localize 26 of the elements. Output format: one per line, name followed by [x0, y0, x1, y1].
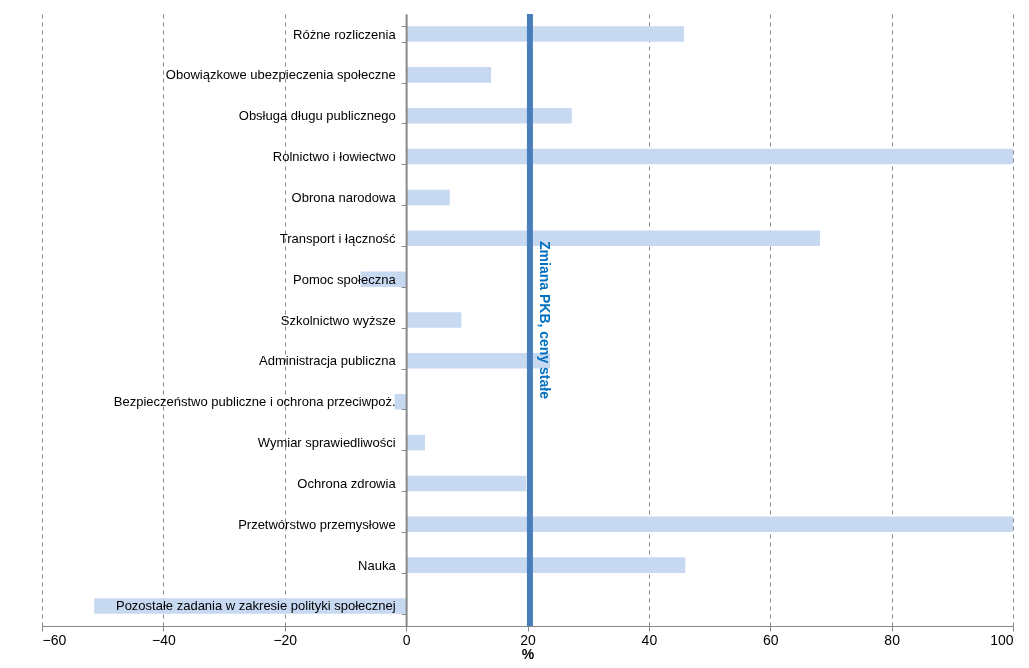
- x-tick-label: 60: [762, 631, 779, 648]
- x-axis-title: %: [521, 645, 535, 662]
- x-tick-label: 80: [884, 631, 901, 648]
- y-tick-label: Przetwórstwo przemysłowe: [238, 516, 396, 532]
- x-tick-label: 100: [990, 631, 1014, 648]
- y-tick-label: Administracja publiczna: [259, 353, 397, 369]
- y-tick-label: Obsługa długu publicznego: [238, 108, 396, 124]
- y-tick-label: Wymiar sprawiedliwości: [257, 435, 396, 451]
- y-tick-label: Szkolnictwo wyższe: [280, 312, 396, 328]
- y-tick-label: Transport i łączność: [279, 230, 397, 246]
- x-tick-label: −60: [42, 631, 67, 648]
- y-tick-label: Obowiązkowe ubezpieczenia społeczne: [165, 67, 396, 83]
- y-tick-label: Pomoc społeczna: [293, 271, 397, 287]
- y-tick-label: Ochrona zdrowia: [297, 475, 397, 491]
- x-tick-label: 20: [520, 631, 536, 648]
- x-tick-label: 40: [641, 631, 658, 648]
- y-tick-label: Nauka: [358, 557, 397, 573]
- x-tick-label: 0: [402, 631, 411, 648]
- y-tick-label: Bezpieczeństwo publiczne i ochrona przeciwpoż.: [113, 394, 396, 410]
- ref-line-label: Zmiana PKB, ceny stałe: [536, 241, 553, 400]
- y-tick-label: Pozostałe zadania w zakresie polityki społecznej: [115, 598, 396, 614]
- y-tick-label: Rolnictwo i łowiectwo: [272, 149, 396, 165]
- y-tick-label: Różne rozliczenia: [293, 26, 397, 42]
- y-tick-label: Obrona narodowa: [291, 189, 397, 205]
- x-tick-label: −20: [273, 631, 298, 648]
- x-tick-label: −40: [152, 631, 176, 648]
